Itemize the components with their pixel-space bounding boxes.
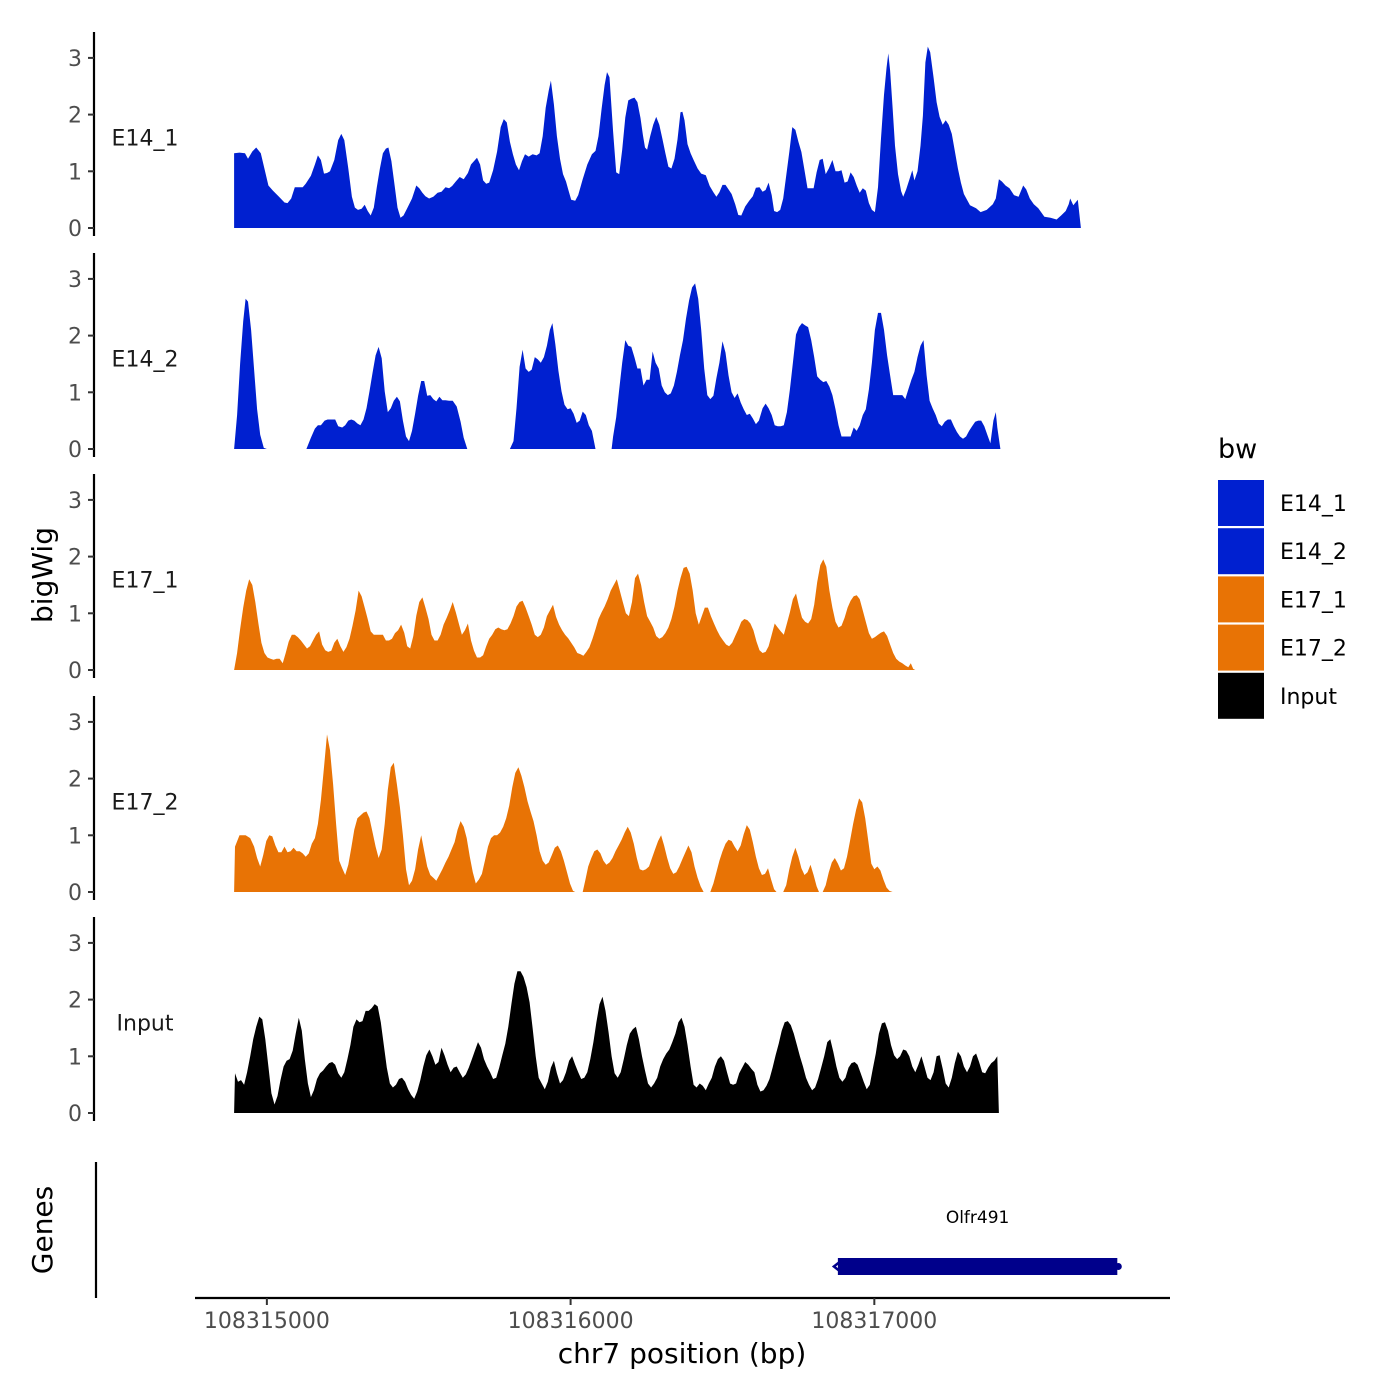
gene-models: Olfr491 — [831, 1208, 1122, 1275]
legend-items: E14_1 E14_2 E17_1 E17_2 Input — [1218, 480, 1347, 719]
track-e14-1: 0 1 2 3 E14_1 — [68, 32, 1081, 242]
legend-swatch-e17-1 — [1218, 576, 1264, 623]
track-input: 0 1 2 3 Input — [68, 917, 999, 1127]
y-tick-label-e14-2-3: 3 — [68, 268, 82, 293]
gene-label-olfr491: Olfr491 — [946, 1208, 1010, 1228]
y-tick-label-e17-1-2: 2 — [68, 546, 82, 571]
legend: bw E14_1 E14_2 E17_1 E17_2 Input — [1218, 434, 1347, 719]
y-tick-label-e17-1-1: 1 — [68, 602, 82, 627]
coverage-area-e14-2 — [234, 283, 1001, 449]
x-axis-title: chr7 position (bp) — [558, 1337, 807, 1370]
y-tick-label-input-1: 1 — [68, 1045, 82, 1070]
y-tick-label-e14-1-0: 0 — [68, 217, 82, 242]
y-tick-label-e17-1-0: 0 — [68, 659, 82, 684]
legend-swatch-e14-1 — [1218, 480, 1264, 526]
y-tick-label-e14-2-2: 2 — [68, 325, 82, 350]
x-tick-label-108315000: 108315000 — [204, 1309, 330, 1334]
legend-label-e14-1: E14_1 — [1280, 492, 1347, 517]
genes-track: Olfr491 — [94, 1162, 1122, 1298]
track-e17-2: 0 1 2 3 E17_2 — [68, 696, 893, 906]
y-tick-label-e14-1-1: 1 — [68, 160, 82, 185]
track-e14-2: 0 1 2 3 E14_2 — [68, 253, 1001, 463]
track-label-e14-2: E14_2 — [112, 347, 179, 372]
x-tick-label-108317000: 108317000 — [811, 1309, 937, 1334]
y-tick-label-e17-2-1: 1 — [68, 824, 82, 849]
legend-swatch-input — [1218, 672, 1264, 719]
gene-body-olfr491 — [837, 1258, 1118, 1275]
gene-end-cap-olfr491 — [1114, 1263, 1122, 1270]
y-tick-label-input-3: 3 — [68, 932, 82, 957]
legend-label-e17-2: E17_2 — [1280, 637, 1347, 662]
y-tick-label-e17-2-3: 3 — [68, 711, 82, 736]
legend-swatch-e17-2 — [1218, 624, 1264, 671]
y-tick-label-input-2: 2 — [68, 989, 82, 1014]
x-axis: 108315000 108316000 108317000 chr7 positio… — [195, 1296, 1170, 1370]
y-tick-label-e14-2-0: 0 — [68, 438, 82, 463]
legend-label-e14-2: E14_2 — [1280, 540, 1347, 565]
track-label-e14-1: E14_1 — [112, 126, 179, 151]
coverage-area-e14-1 — [234, 46, 1081, 228]
y-tick-label-e14-2-1: 1 — [68, 381, 82, 406]
coverage-area-e17-1 — [234, 559, 916, 670]
y-tick-label-e17-2-2: 2 — [68, 768, 82, 793]
legend-swatch-e14-2 — [1218, 528, 1264, 575]
legend-label-e17-1: E17_1 — [1280, 588, 1347, 613]
x-tick-label-108316000: 108316000 — [508, 1309, 634, 1334]
y-tick-label-e14-1-3: 3 — [68, 47, 82, 72]
genes-axis-title: Genes — [26, 1186, 59, 1274]
y-axis-title: bigWig — [26, 527, 59, 623]
track-label-input: Input — [117, 1011, 174, 1036]
track-e17-1: 0 1 2 3 E17_1 — [68, 474, 916, 684]
track-label-e17-1: E17_1 — [112, 568, 179, 593]
y-tick-label-e17-2-0: 0 — [68, 881, 82, 906]
y-tick-label-e17-1-3: 3 — [68, 489, 82, 514]
legend-title: bw — [1218, 434, 1257, 465]
gene-strand-arrow-olfr491 — [831, 1260, 842, 1273]
coverage-area-input — [234, 971, 999, 1113]
coverage-area-e17-2 — [234, 734, 893, 892]
legend-label-input: Input — [1280, 685, 1337, 710]
track-label-e17-2: E17_2 — [112, 790, 179, 815]
y-tick-label-e14-1-2: 2 — [68, 104, 82, 129]
coverage-tracks: 0 1 2 3 E14_1 0 1 2 3 E14_2 0 1 2 3 E17_1 0 1 2 3 E17_2 0 1 2 3… — [68, 32, 1081, 1127]
y-tick-label-input-0: 0 — [68, 1102, 82, 1127]
x-axis-ticks: 108315000 108316000 108317000 — [204, 1298, 937, 1334]
